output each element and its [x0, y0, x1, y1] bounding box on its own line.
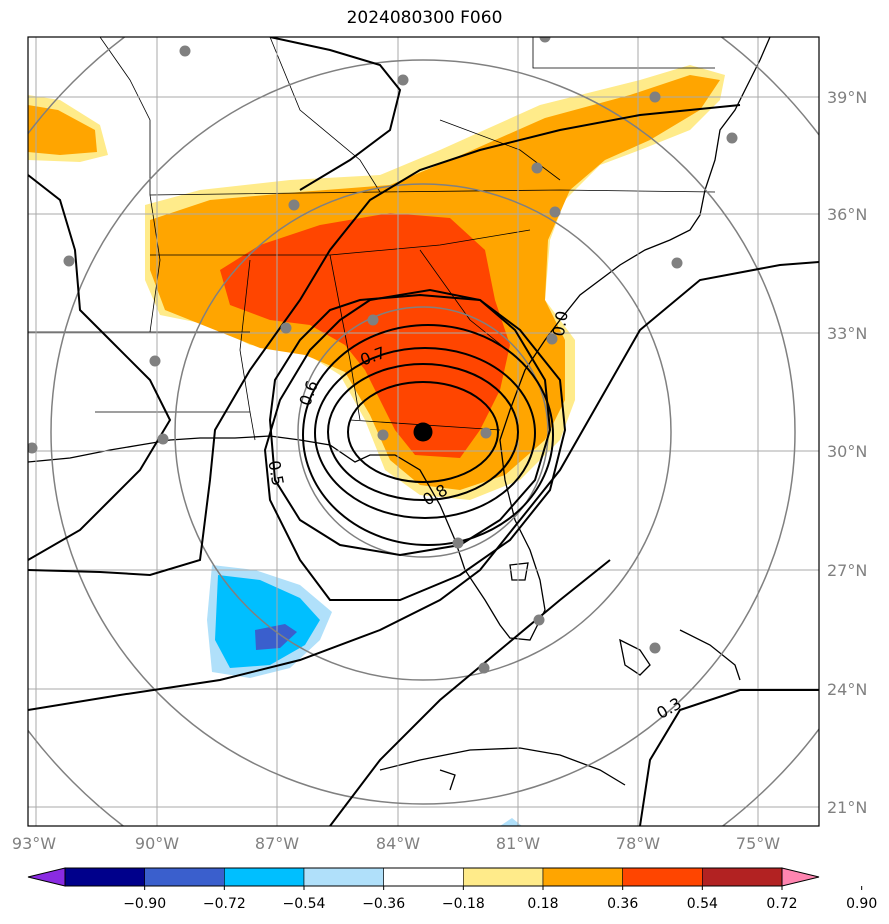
contour-label-0-0: 0.0 — [549, 309, 572, 337]
colorbar-tick-label: 0.90 — [846, 896, 877, 912]
colorbar-tick-label: 0.18 — [527, 896, 558, 912]
colorbar-swatch — [702, 867, 783, 887]
contour-label-0-3: 0.3 — [653, 694, 685, 723]
map-title: 2024080300 F060 — [346, 8, 503, 28]
colorbar-extend-left — [27, 867, 66, 887]
colorbar-swatch — [383, 867, 464, 887]
state-borders — [28, 37, 716, 441]
coastlines — [28, 37, 771, 791]
colorbar-tick-label: −0.18 — [442, 896, 485, 912]
filled-negative-field — [207, 565, 522, 826]
colorbar: −0.90 −0.72 −0.54 −0.36 −0.18 0.18 0.36 0.54 0.7… — [27, 867, 877, 912]
colorbar-swatch — [542, 867, 623, 887]
colorbar-tick-label: 0.36 — [607, 896, 638, 912]
lon-label-75: 75°W — [736, 834, 780, 853]
lat-label-39: 39°N — [827, 88, 867, 107]
graticule — [28, 37, 819, 826]
lat-label-33: 33°N — [827, 324, 867, 343]
lon-label-87: 87°W — [255, 834, 299, 853]
map-frame — [27, 36, 820, 827]
colorbar-tick-label: −0.54 — [283, 896, 326, 912]
colorbar-tick-label: 0.72 — [766, 896, 797, 912]
lat-label-27: 27°N — [827, 561, 867, 580]
colorbar-swatch — [303, 867, 384, 887]
lat-label-36: 36°N — [827, 205, 867, 224]
storm-center-marker — [413, 422, 433, 442]
colorbar-swatch — [622, 867, 703, 887]
lat-label-30: 30°N — [827, 442, 867, 461]
colorbar-tick-label: −0.90 — [123, 896, 166, 912]
colorbar-tick-label: −0.72 — [203, 896, 246, 912]
colorbar-tick-label: −0.36 — [362, 896, 405, 912]
colorbar-swatch — [463, 867, 544, 887]
contour-lines — [28, 37, 819, 826]
lon-label-81: 81°W — [496, 834, 540, 853]
colorbar-swatch — [144, 867, 225, 887]
colorbar-swatch — [64, 867, 145, 887]
colorbar-swatch — [224, 867, 305, 887]
lat-tick-labels: 39°N 36°N 33°N 30°N 27°N 24°N 21°N — [827, 88, 867, 817]
colorbar-tick-label: 0.54 — [687, 896, 718, 912]
lat-label-24: 24°N — [827, 680, 867, 699]
lon-label-90: 90°W — [135, 834, 179, 853]
colorbar-extend-right — [781, 867, 820, 887]
station-markers — [28, 37, 738, 674]
lon-label-93: 93°W — [12, 834, 56, 853]
lon-tick-labels: 93°W 90°W 87°W 84°W 81°W 78°W 75°W — [12, 834, 780, 853]
lon-label-78: 78°W — [616, 834, 660, 853]
lat-label-21: 21°N — [827, 798, 867, 817]
lon-label-84: 84°W — [376, 834, 420, 853]
contour-label-0-5: 0.5 — [264, 459, 287, 487]
